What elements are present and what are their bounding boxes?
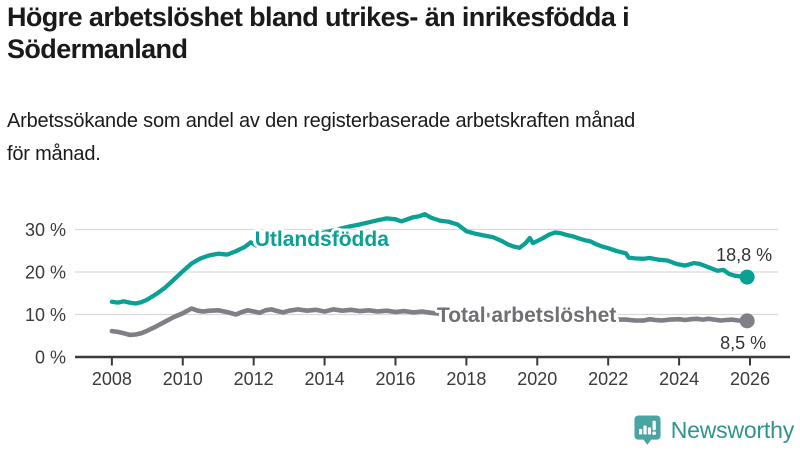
x-tick-label: 2010 bbox=[163, 369, 203, 389]
series-name-label: Total arbetslöshet bbox=[437, 304, 616, 327]
series-name-label: Utlandsfödda bbox=[255, 228, 389, 251]
bar-2 bbox=[643, 425, 647, 435]
series-end-value-label: 18,8 % bbox=[716, 245, 772, 265]
series-line bbox=[109, 212, 750, 306]
bar-1 bbox=[638, 428, 642, 435]
x-tick-label: 2022 bbox=[588, 369, 628, 389]
x-tick-label: 2018 bbox=[446, 369, 486, 389]
series-end-dot bbox=[739, 313, 755, 329]
exclamation-bar bbox=[652, 420, 656, 431]
y-tick-label: 20 % bbox=[25, 263, 66, 283]
newsworthy-logo: Newsworthy bbox=[633, 414, 794, 446]
line-chart: 2008 2010 2012 2014 2016 2018 2020 2022 2024 2026… bbox=[25, 212, 790, 389]
chart-title: Högre arbetslöshet bland utrikes- än inr… bbox=[7, 1, 797, 65]
chart-title-line-2: Södermanland bbox=[7, 34, 188, 64]
exclamation-dot bbox=[652, 431, 656, 436]
series-line bbox=[109, 306, 750, 338]
chart-subtitle-line-2: för månad. bbox=[7, 143, 101, 165]
x-tick-label: 2012 bbox=[234, 369, 274, 389]
newsworthy-logo-icon bbox=[634, 415, 661, 445]
bar-3 bbox=[647, 427, 651, 435]
series-end-value-label: 8,5 % bbox=[720, 333, 766, 353]
x-tick-label: 2020 bbox=[517, 369, 557, 389]
x-tick-label: 2024 bbox=[659, 369, 699, 389]
chart-subtitle-line-1: Arbetssökande som andel av den registerb… bbox=[7, 110, 636, 132]
chart-title-line-1: Högre arbetslöshet bland utrikes- än inr… bbox=[7, 2, 630, 32]
speech-bubble-shape bbox=[634, 415, 661, 445]
x-tick-label: 2014 bbox=[305, 369, 345, 389]
chart-subtitle: Arbetssökande som andel av den registerb… bbox=[7, 105, 797, 171]
y-tick-label: 30 % bbox=[25, 220, 66, 240]
x-tick-label: 2016 bbox=[375, 369, 415, 389]
y-tick-label: 0 % bbox=[35, 348, 66, 368]
series-end-dot bbox=[739, 269, 755, 285]
x-tick-label: 2026 bbox=[730, 369, 770, 389]
x-tick-label: 2008 bbox=[92, 369, 132, 389]
y-tick-label: 10 % bbox=[25, 305, 66, 325]
newsworthy-logo-text: Newsworthy bbox=[670, 416, 794, 443]
